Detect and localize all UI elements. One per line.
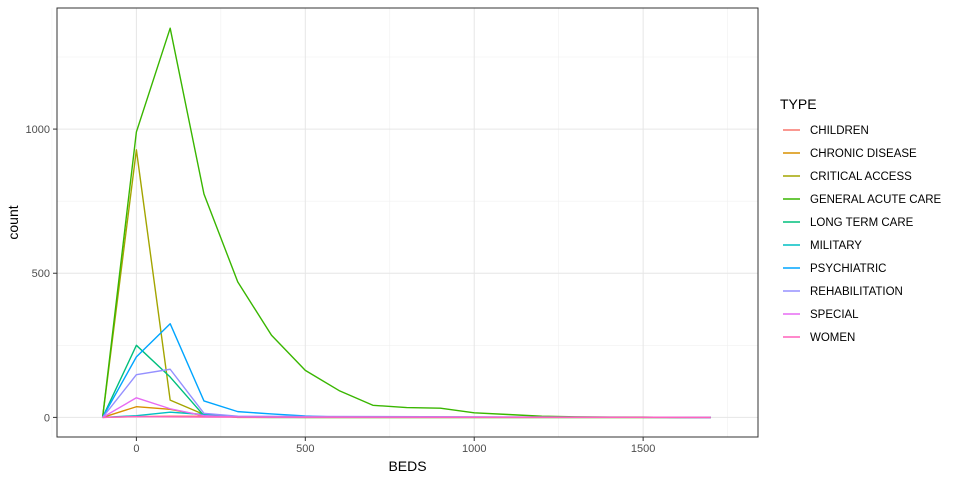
x-tick-label: 500 (296, 443, 314, 455)
legend-label: REHABILITATION (810, 286, 903, 298)
series-line-general-acute-care (101, 27, 711, 419)
y-tick-label: 1000 (26, 124, 50, 136)
y-tick-label: 500 (32, 268, 50, 280)
legend-item-long-term-care: LONG TERM CARE (783, 217, 914, 229)
y-axis: 0 500 1000 (26, 124, 57, 424)
y-axis-title: count (5, 205, 21, 239)
x-tick-label: 0 (133, 443, 139, 455)
legend-item-general-acute-care: GENERAL ACUTE CARE (783, 194, 942, 206)
legend-item-children: CHILDREN (783, 125, 869, 137)
y-tick-label: 0 (44, 412, 50, 424)
legend-title: TYPE (780, 96, 817, 112)
grid (51, 8, 758, 437)
x-tick-label: 1000 (462, 443, 486, 455)
panel-border (56, 7, 759, 438)
legend-label: GENERAL ACUTE CARE (810, 194, 942, 206)
series-line-long-term-care (101, 344, 711, 419)
legend-label: CRITICAL ACCESS (810, 171, 912, 183)
series-line-rehabilitation (102, 368, 711, 419)
legend-label: LONG TERM CARE (810, 217, 914, 229)
x-tick-label: 1500 (631, 443, 655, 455)
legend-label: SPECIAL (810, 309, 859, 321)
legend-label: MILITARY (810, 240, 862, 252)
x-axis: 0 500 1000 1500 (133, 437, 655, 455)
legend-label: CHRONIC DISEASE (810, 148, 917, 160)
legend-item-psychiatric: PSYCHIATRIC (783, 263, 886, 275)
legend-label: PSYCHIATRIC (810, 263, 886, 275)
legend-label: CHILDREN (810, 125, 869, 137)
series-line-women (102, 415, 711, 419)
legend-label: WOMEN (810, 332, 855, 344)
legend-item-chronic-disease: CHRONIC DISEASE (783, 148, 917, 160)
legend-item-special: SPECIAL (783, 309, 859, 321)
legend-item-women: WOMEN (783, 332, 855, 344)
x-axis-title: BEDS (388, 458, 426, 474)
legend-item-rehabilitation: REHABILITATION (783, 286, 903, 298)
legend-item-military: MILITARY (783, 240, 862, 252)
legend: TYPE CHILDREN CHRONIC DISEASE CRITICAL ACC… (780, 96, 942, 344)
legend-item-critical-access: CRITICAL ACCESS (783, 171, 912, 183)
series-lines (101, 27, 711, 419)
